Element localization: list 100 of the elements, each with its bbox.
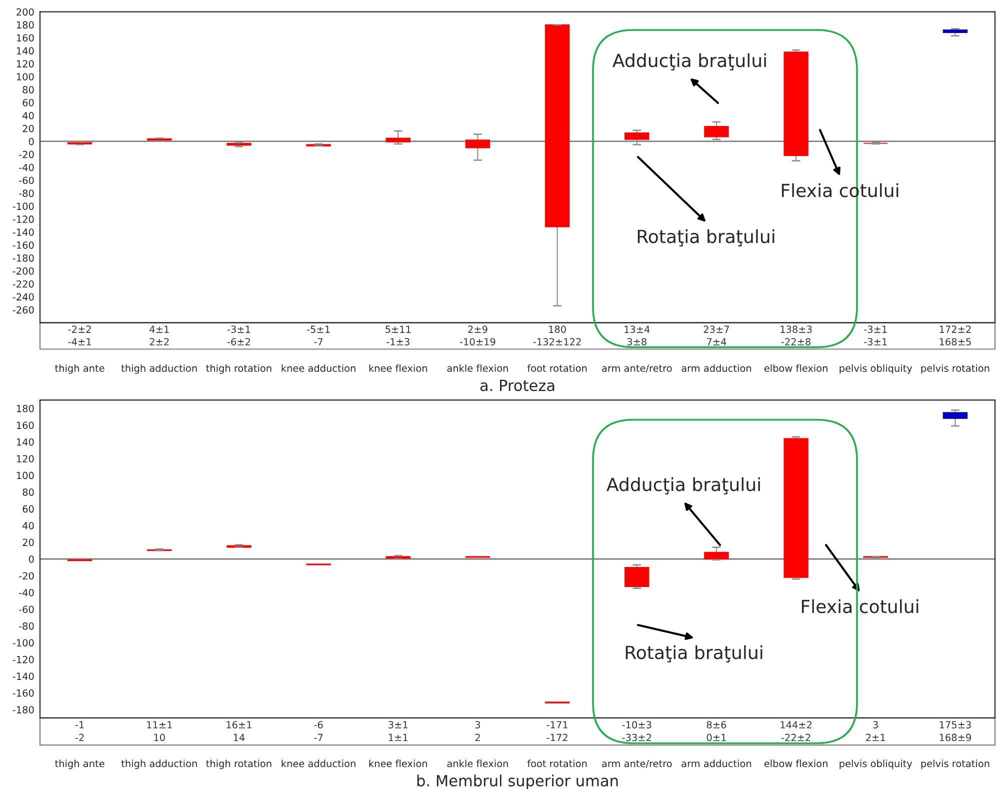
text: -171: [546, 721, 568, 728]
x-tick-label: thigh ante: [55, 364, 104, 374]
bar: [624, 566, 650, 588]
y-tick-label: 60: [22, 98, 34, 106]
text: -1±3: [386, 338, 410, 346]
x-axis-title: b. Membrul superior uman: [417, 774, 618, 789]
y-tick-label: 200: [16, 8, 34, 16]
text: 13±4: [624, 326, 650, 333]
y-tick-label: 120: [16, 455, 34, 462]
text: -4±1: [68, 338, 91, 346]
y-tick-label: -80: [19, 190, 34, 198]
y-tick-label: 140: [16, 438, 34, 446]
x-tick-label: ankle flexion: [447, 760, 508, 768]
y-tick-label: 100: [16, 73, 34, 80]
bar: [942, 30, 968, 33]
y-tick-label: 40: [22, 112, 34, 120]
y-tick-label: 120: [16, 60, 34, 68]
text: 172±2: [940, 326, 971, 333]
text: 8±6: [706, 721, 726, 728]
text: -3±1: [864, 326, 887, 333]
text: -172: [546, 734, 568, 742]
y-tick-label: 180: [16, 21, 34, 29]
x-tick-label: knee flexion: [369, 364, 427, 372]
y-tick-label: -40: [19, 164, 34, 172]
y-tick-label: -200: [12, 267, 34, 275]
y-tick-label: 0: [28, 138, 34, 146]
x-tick-label: arm adduction: [682, 364, 752, 372]
x-tick-label: arm ante/retro: [602, 364, 672, 373]
text: 5±11: [386, 326, 411, 333]
bar: [465, 140, 490, 148]
x-tick-label: knee adduction: [282, 760, 356, 768]
y-tick-label: -180: [12, 706, 34, 714]
bar: [784, 438, 808, 578]
bar: [624, 132, 650, 140]
y-tick-label: 160: [16, 34, 34, 42]
text: 3: [475, 721, 480, 728]
text: 2±2: [150, 338, 169, 346]
text: -33±2: [622, 734, 652, 742]
x-tick-label: thigh rotation: [206, 364, 272, 374]
y-tick-label: 80: [22, 86, 34, 94]
y-tick-label: -60: [19, 606, 34, 614]
y-tick-label: 100: [16, 472, 34, 480]
text: 2±9: [468, 326, 488, 333]
bar: [704, 126, 729, 138]
x-tick-label: pelvis rotation: [921, 760, 990, 770]
x-tick-label: arm adduction: [682, 760, 752, 768]
x-tick-label: elbow flexion: [764, 364, 828, 372]
x-tick-label: thigh adduction: [121, 364, 197, 374]
y-tick-label: -120: [12, 656, 34, 664]
text: 3: [873, 721, 878, 728]
text: 180: [549, 326, 566, 333]
y-tick-label: 20: [22, 538, 34, 546]
text: -132±122: [533, 338, 581, 346]
text: 2: [475, 734, 480, 742]
x-axis-title: a. Proteza: [480, 380, 554, 392]
text: 16±1: [226, 721, 252, 728]
text: 168±5: [940, 338, 971, 346]
bar: [704, 552, 729, 560]
text: 11±1: [147, 721, 172, 728]
text: 14: [234, 734, 245, 742]
y-tick-label: 20: [22, 124, 34, 132]
text: 10: [154, 734, 165, 742]
x-tick-label: foot rotation: [527, 364, 587, 372]
x-tick-label: ankle flexion: [447, 364, 508, 372]
text: 2±1: [866, 734, 885, 742]
text: 23±7: [704, 326, 729, 333]
text: -7: [314, 338, 323, 346]
annotation: Adducţia braţului: [612, 53, 766, 70]
x-tick-label: thigh ante: [55, 760, 104, 770]
y-tick-label: -160: [12, 241, 34, 249]
bar: [544, 24, 570, 228]
text: 175±3: [940, 721, 971, 728]
y-tick-label: -20: [19, 572, 34, 580]
text: 4±1: [150, 326, 169, 333]
y-tick-label: -80: [19, 622, 34, 630]
y-tick-label: 80: [22, 488, 34, 496]
y-tick-label: -40: [19, 588, 34, 596]
x-tick-label: knee flexion: [369, 760, 427, 768]
text: -10±19: [460, 338, 496, 346]
x-tick-label: thigh rotation: [206, 760, 272, 770]
annotation: Rotaţia braţului: [638, 229, 774, 246]
text: -22±8: [781, 338, 810, 346]
text: -5±1: [307, 326, 330, 333]
text: -7: [314, 734, 323, 742]
y-tick-label: -260: [12, 306, 34, 314]
x-tick-label: foot rotation: [527, 760, 587, 768]
text: 7±4: [706, 338, 726, 346]
annotation: Adducţia braţului: [606, 477, 760, 494]
x-tick-label: pelvis obliquity: [840, 760, 912, 770]
text: -2: [75, 734, 84, 742]
x-tick-label: thigh adduction: [121, 760, 197, 770]
y-tick-label: -160: [12, 689, 34, 697]
x-tick-label: arm ante/retro: [602, 760, 672, 768]
y-tick-label: 160: [16, 422, 34, 429]
bar: [386, 138, 410, 142]
y-tick-label: 180: [16, 404, 34, 412]
bar: [784, 52, 808, 156]
text: -3±1: [864, 338, 887, 346]
x-tick-label: elbow flexion: [764, 760, 828, 768]
text: 168±9: [940, 734, 971, 742]
